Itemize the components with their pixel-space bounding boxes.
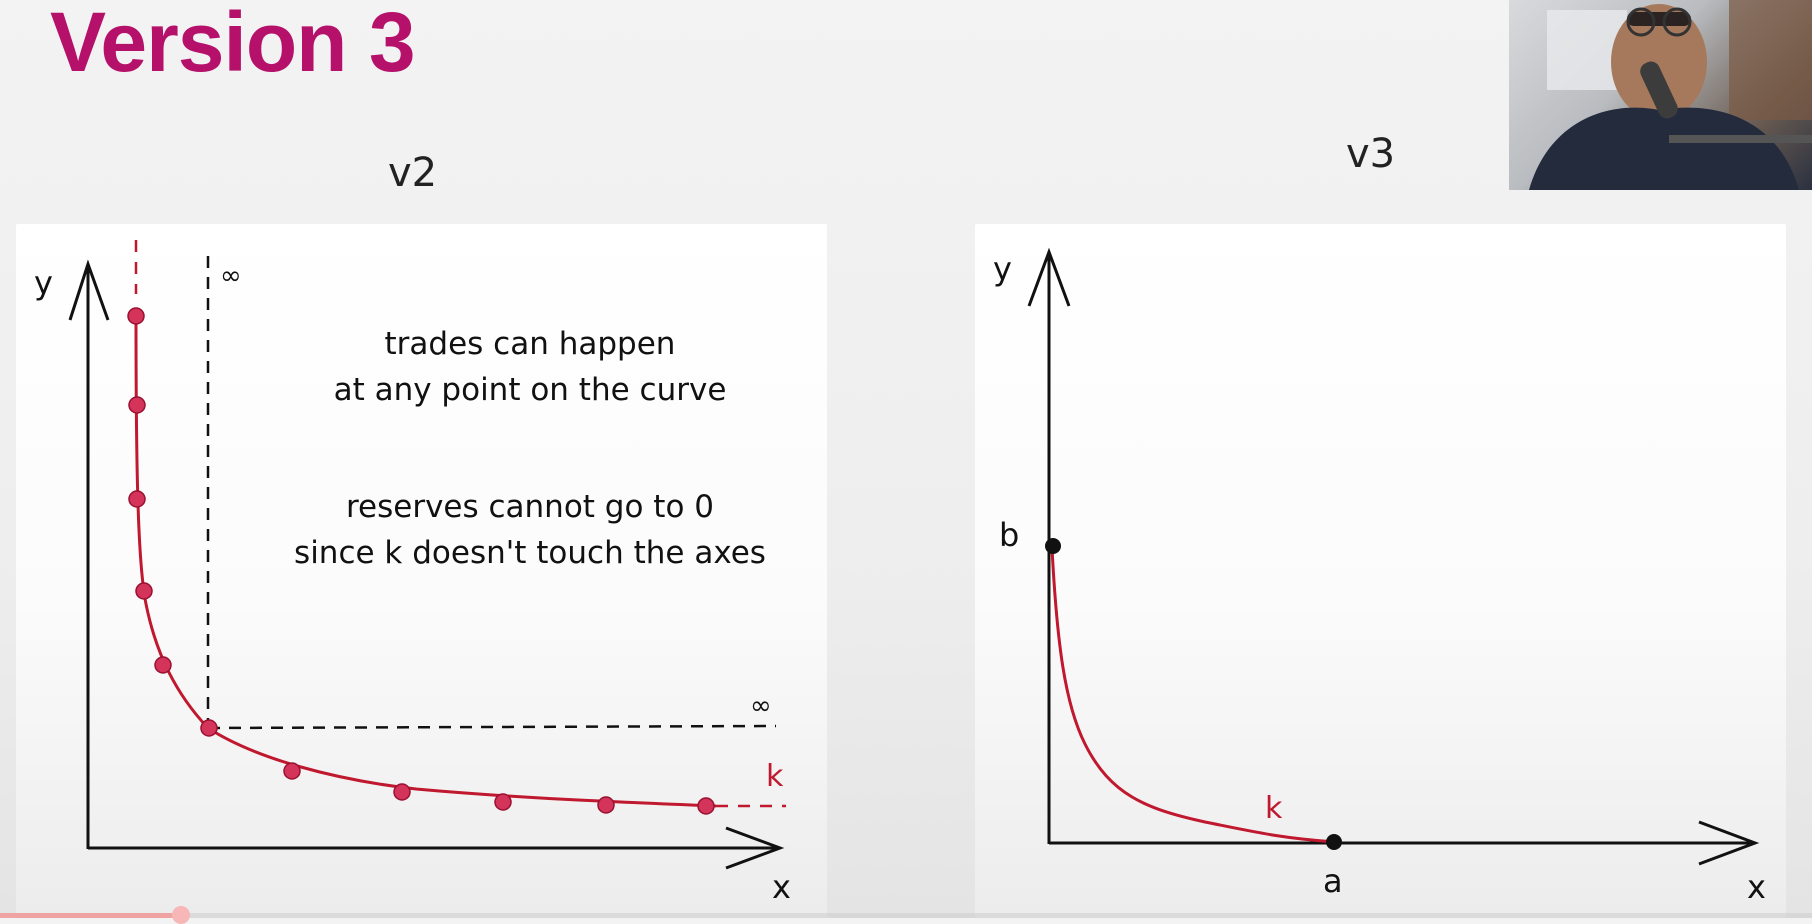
v3-y-label: y [993, 250, 1012, 288]
left-panel-label: v2 [388, 150, 438, 196]
v2-asymptotes [206, 256, 777, 730]
v2-point [154, 656, 172, 674]
v3-x-label: x [1747, 868, 1766, 906]
v2-y-label: y [34, 264, 53, 302]
v2-curve-extensions [134, 240, 786, 808]
v3-x-arrow-icon [1698, 820, 1760, 866]
v2-infinity-top: ∞ [220, 261, 242, 291]
v2-point [283, 762, 301, 780]
v2-y-arrow-icon [68, 259, 110, 321]
slide-title: Version 3 [50, 0, 416, 89]
v2-x-label: x [772, 868, 791, 906]
v2-note-line: at any point on the curve [334, 372, 727, 408]
v3-curve-k [1050, 547, 1336, 844]
v2-infinity-right: ∞ [750, 691, 772, 721]
v2-point [697, 797, 715, 815]
v2-diagram: y x ∞ ∞ k trades can happen at any point… [34, 240, 791, 906]
v3-curve-label: k [1265, 791, 1283, 826]
v2-note-line: trades can happen [385, 326, 676, 362]
v3-y-arrow-icon [1027, 247, 1071, 307]
v2-point [597, 796, 615, 814]
video-scrubber-handle[interactable] [172, 906, 191, 924]
v3-point-b [1045, 538, 1061, 554]
v3-b-label: b [999, 516, 1019, 554]
v2-horizontal-asymptote [207, 724, 777, 730]
v2-notes: trades can happen at any point on the cu… [294, 326, 766, 571]
v2-axes [68, 259, 785, 870]
v2-point [135, 582, 153, 600]
v2-point [200, 719, 218, 737]
v2-note-line: since k doesn't touch the axes [294, 535, 766, 571]
v3-diagram: y x b a k [993, 247, 1766, 906]
v2-point [128, 490, 146, 508]
presenter-webcam [1509, 0, 1812, 190]
video-progress-fill [0, 913, 182, 918]
v3-point-a [1326, 834, 1342, 850]
v2-trade-points [127, 307, 715, 815]
v3-diagram-panel: y x b a k [975, 224, 1786, 918]
v3-axes [1027, 247, 1760, 866]
v2-point [127, 307, 145, 325]
v3-a-label: a [1323, 862, 1343, 900]
v2-point [128, 396, 146, 414]
v2-curve-label: k [766, 759, 784, 794]
presenter-video-icon [1529, 0, 1812, 190]
v2-point [494, 793, 512, 811]
v2-diagram-panel: y x ∞ ∞ k trades can happen at any point… [16, 224, 827, 918]
v2-note-line: reserves cannot go to 0 [346, 489, 714, 525]
video-progress-bar[interactable] [0, 913, 1812, 918]
v2-x-arrow-icon [725, 826, 785, 870]
v2-point [393, 783, 411, 801]
right-panel-label: v3 [1346, 131, 1396, 177]
